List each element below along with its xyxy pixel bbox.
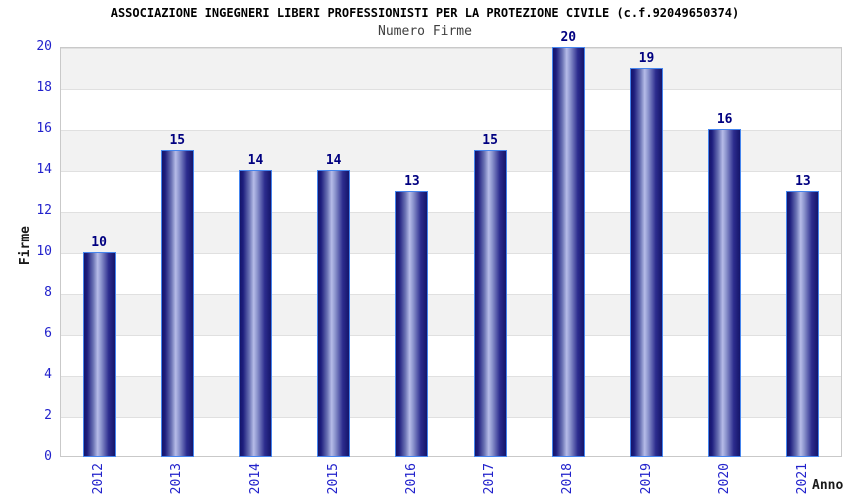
chart-title: ASSOCIAZIONE INGEGNERI LIBERI PROFESSION…	[110, 6, 740, 20]
x-tick-label: 2018	[560, 463, 576, 495]
y-tick-label: 6	[44, 326, 52, 341]
x-tick-label: 2020	[716, 463, 732, 495]
y-axis-title: Firme	[18, 226, 33, 266]
plot-area	[60, 47, 842, 457]
x-tick-label: 2021	[794, 463, 810, 495]
y-tick-label: 4	[44, 367, 52, 382]
y-tick-label: 12	[36, 203, 52, 218]
x-axis-title: Anno	[812, 478, 844, 493]
chart-subtitle: Numero Firme	[378, 24, 472, 39]
y-tick-label: 16	[36, 121, 52, 136]
y-tick-label: 20	[36, 39, 52, 54]
x-tick-label: 2016	[403, 463, 419, 495]
x-tick-label: 2015	[325, 463, 341, 495]
x-tick-label: 2017	[482, 463, 498, 495]
x-tick-label: 2012	[91, 463, 107, 495]
y-tick-label: 14	[36, 162, 52, 177]
x-tick-label: 2014	[247, 463, 263, 495]
y-tick-label: 0	[44, 449, 52, 464]
y-tick-label: 18	[36, 80, 52, 95]
y-tick-label: 8	[44, 285, 52, 300]
x-tick-label: 2013	[169, 463, 185, 495]
x-tick-label: 2019	[638, 463, 654, 495]
y-tick-label: 2	[44, 408, 52, 423]
